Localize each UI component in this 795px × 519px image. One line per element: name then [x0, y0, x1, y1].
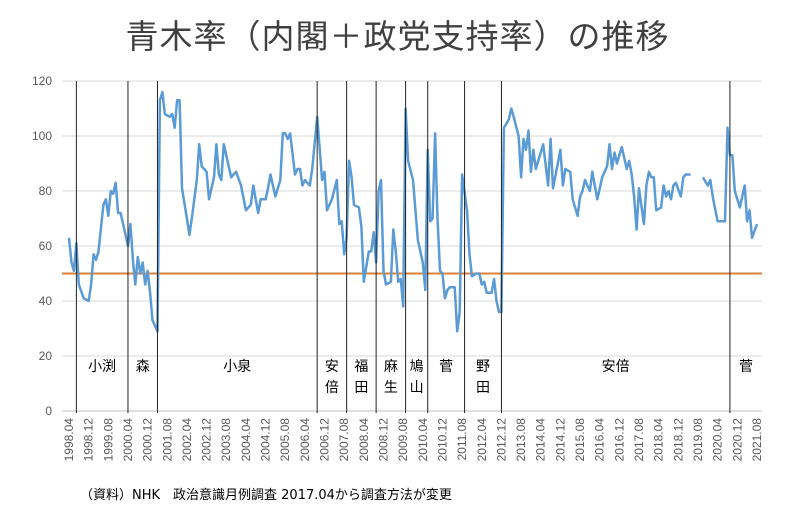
pm-label: 小渕 — [88, 359, 116, 375]
x-tick-label: 2013.08 — [514, 418, 528, 462]
x-tick-label: 2005.08 — [278, 418, 292, 462]
pm-label-char: 安 — [325, 359, 339, 375]
x-tick-label: 2020.04 — [711, 418, 725, 462]
x-tick-label: 2001.08 — [160, 418, 174, 462]
x-tick-label: 2010.12 — [435, 418, 449, 462]
y-tick-label: 60 — [39, 239, 53, 253]
pm-label: 菅 — [739, 359, 753, 375]
x-tick-label: 2008.12 — [376, 418, 390, 462]
x-tick-label: 2020.12 — [730, 418, 744, 462]
pm-label-char: 福 — [354, 359, 368, 375]
pm-label-char: 倍 — [325, 380, 339, 396]
x-tick-label: 2012.04 — [475, 418, 489, 462]
x-tick-label: 2016.04 — [593, 418, 607, 462]
chart-title: 青木率（内閣＋政党支持率）の推移 — [125, 17, 670, 56]
pm-label-char: 田 — [354, 380, 368, 396]
x-tick-label: 2006.12 — [318, 418, 332, 462]
pm-label: 福田 — [354, 359, 368, 396]
x-tick-label: 2018.12 — [671, 418, 685, 462]
pm-label: 森 — [136, 359, 150, 375]
pm-label-char: 野 — [476, 359, 490, 375]
pm-label: 安倍 — [325, 359, 339, 396]
x-tick-label: 2016.12 — [612, 418, 626, 462]
series-line-aoki-ratio — [67, 90, 759, 333]
pm-label-char: 山 — [410, 380, 424, 396]
y-tick-label: 0 — [45, 404, 52, 418]
y-tick-label: 40 — [39, 294, 53, 308]
x-tick-label: 2010.04 — [416, 418, 430, 462]
source-note: （資料）NHK 政治意識月例調査 2017.04から調査方法が変更 — [80, 488, 452, 503]
x-tick-label: 2000.12 — [141, 418, 155, 462]
x-tick-label: 2012.12 — [494, 418, 508, 462]
x-tick-label: 2008.04 — [357, 418, 371, 462]
x-tick-label: 2015.08 — [573, 418, 587, 462]
x-tick-label: 2011.08 — [455, 418, 469, 461]
y-tick-label: 20 — [39, 349, 53, 363]
x-tick-label: 1998.04 — [62, 418, 76, 462]
x-tick-label: 2009.08 — [396, 418, 410, 462]
x-tick-label: 2019.08 — [691, 418, 705, 462]
x-tick-label: 2021.08 — [750, 418, 764, 462]
x-tick-label: 2006.04 — [298, 418, 312, 462]
x-tick-label: 2002.12 — [200, 418, 214, 462]
pm-label: 菅 — [439, 359, 453, 375]
pm-label-char: 麻 — [384, 359, 398, 375]
y-tick-label: 80 — [39, 184, 53, 198]
x-tick-label: 2003.08 — [219, 418, 233, 462]
x-tick-label: 1998.12 — [82, 418, 96, 462]
pm-label: 麻生 — [384, 359, 398, 396]
pm-label: 野田 — [476, 359, 490, 396]
pm-label-char: 田 — [476, 380, 490, 396]
x-tick-label: 2002.04 — [180, 418, 194, 462]
x-tick-label: 2017.08 — [632, 418, 646, 462]
pm-label-char: 鳩 — [410, 359, 424, 375]
x-tick-label: 2004.12 — [259, 418, 273, 462]
pm-label: 鳩山 — [410, 359, 424, 396]
pm-label-char: 生 — [384, 380, 398, 396]
y-tick-label: 100 — [32, 129, 52, 143]
pm-label: 安倍 — [602, 359, 630, 375]
x-tick-label: 1999.08 — [101, 418, 115, 462]
x-tick-label: 2014.04 — [534, 418, 548, 462]
y-tick-label: 120 — [32, 74, 52, 88]
x-tick-label: 2000.04 — [121, 418, 135, 462]
pm-label: 小泉 — [223, 358, 251, 375]
x-tick-label: 2007.08 — [337, 418, 351, 462]
x-tick-label: 2018.04 — [652, 418, 666, 462]
x-tick-label: 2014.12 — [553, 418, 567, 462]
x-tick-label: 2004.04 — [239, 418, 253, 462]
